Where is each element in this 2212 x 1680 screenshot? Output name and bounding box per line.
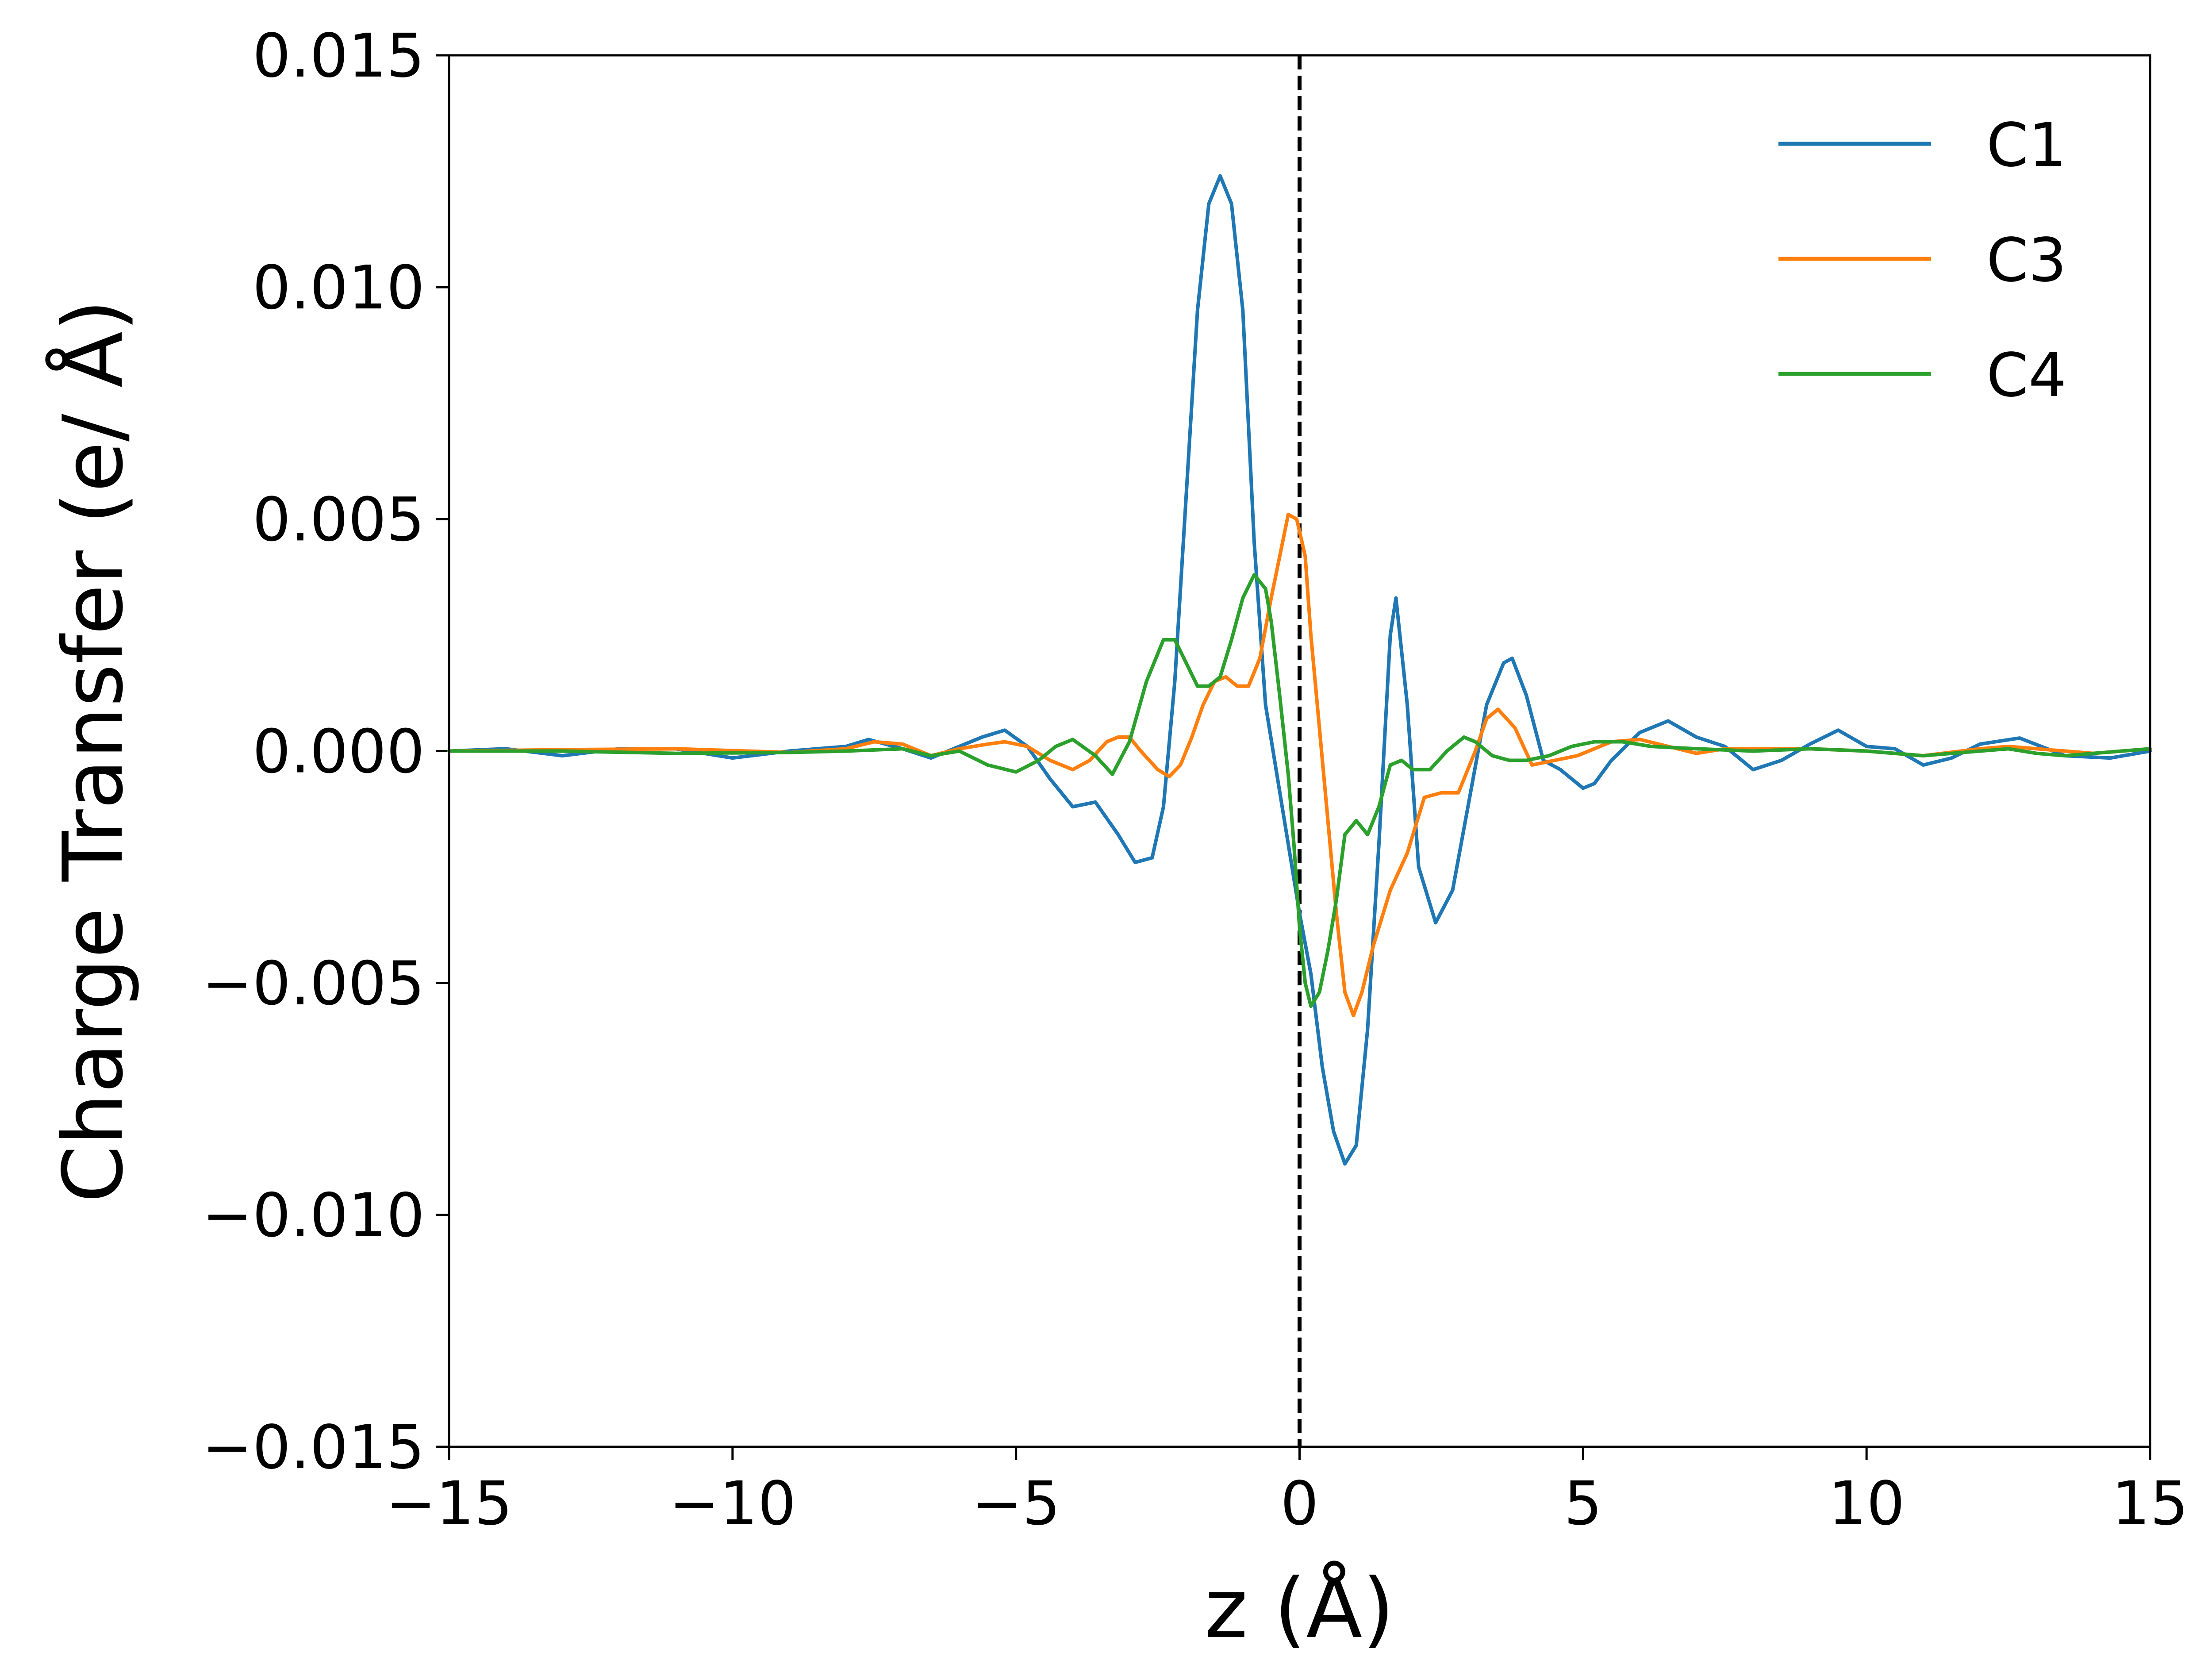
series-lines [447,174,2152,1166]
legend-label-c1: C1 [1986,111,2067,181]
series-line-c4 [447,573,2152,1008]
y-tick-label: 0.005 [253,485,425,555]
x-axis-title: z (Å) [1205,1561,1394,1657]
x-tick-label: 15 [2112,1469,2188,1539]
legend-label-c4: C4 [1986,341,2067,411]
x-tick-label: 10 [1828,1469,1905,1539]
y-tick-label: 0.000 [253,717,425,787]
x-tick-label: 5 [1564,1469,1602,1539]
x-axis-ticks: −15 −10 −5 0 5 10 15 [385,1447,2189,1539]
legend-label-c3: C3 [1986,226,2067,296]
y-tick-label: 0.015 [253,21,425,91]
y-tick-label: −0.015 [202,1413,425,1483]
y-axis-ticks: 0.015 0.010 0.005 0.000 −0.005 −0.010 −0.015 [202,21,449,1483]
y-tick-label: 0.010 [253,253,425,323]
series-line-c3 [447,512,2152,1018]
y-tick-label: −0.005 [202,949,425,1019]
y-axis-title: Charge Transfer (e/ Å) [45,299,141,1203]
legend: C1 C3 C4 [1778,111,2067,411]
x-tick-label: −5 [972,1469,1060,1539]
series-line-c1 [447,174,2152,1166]
x-tick-label: −15 [385,1469,512,1539]
y-tick-label: −0.010 [202,1181,425,1251]
x-tick-label: 0 [1280,1469,1319,1539]
plot-frame [448,54,2151,1448]
x-tick-label: −10 [669,1469,796,1539]
